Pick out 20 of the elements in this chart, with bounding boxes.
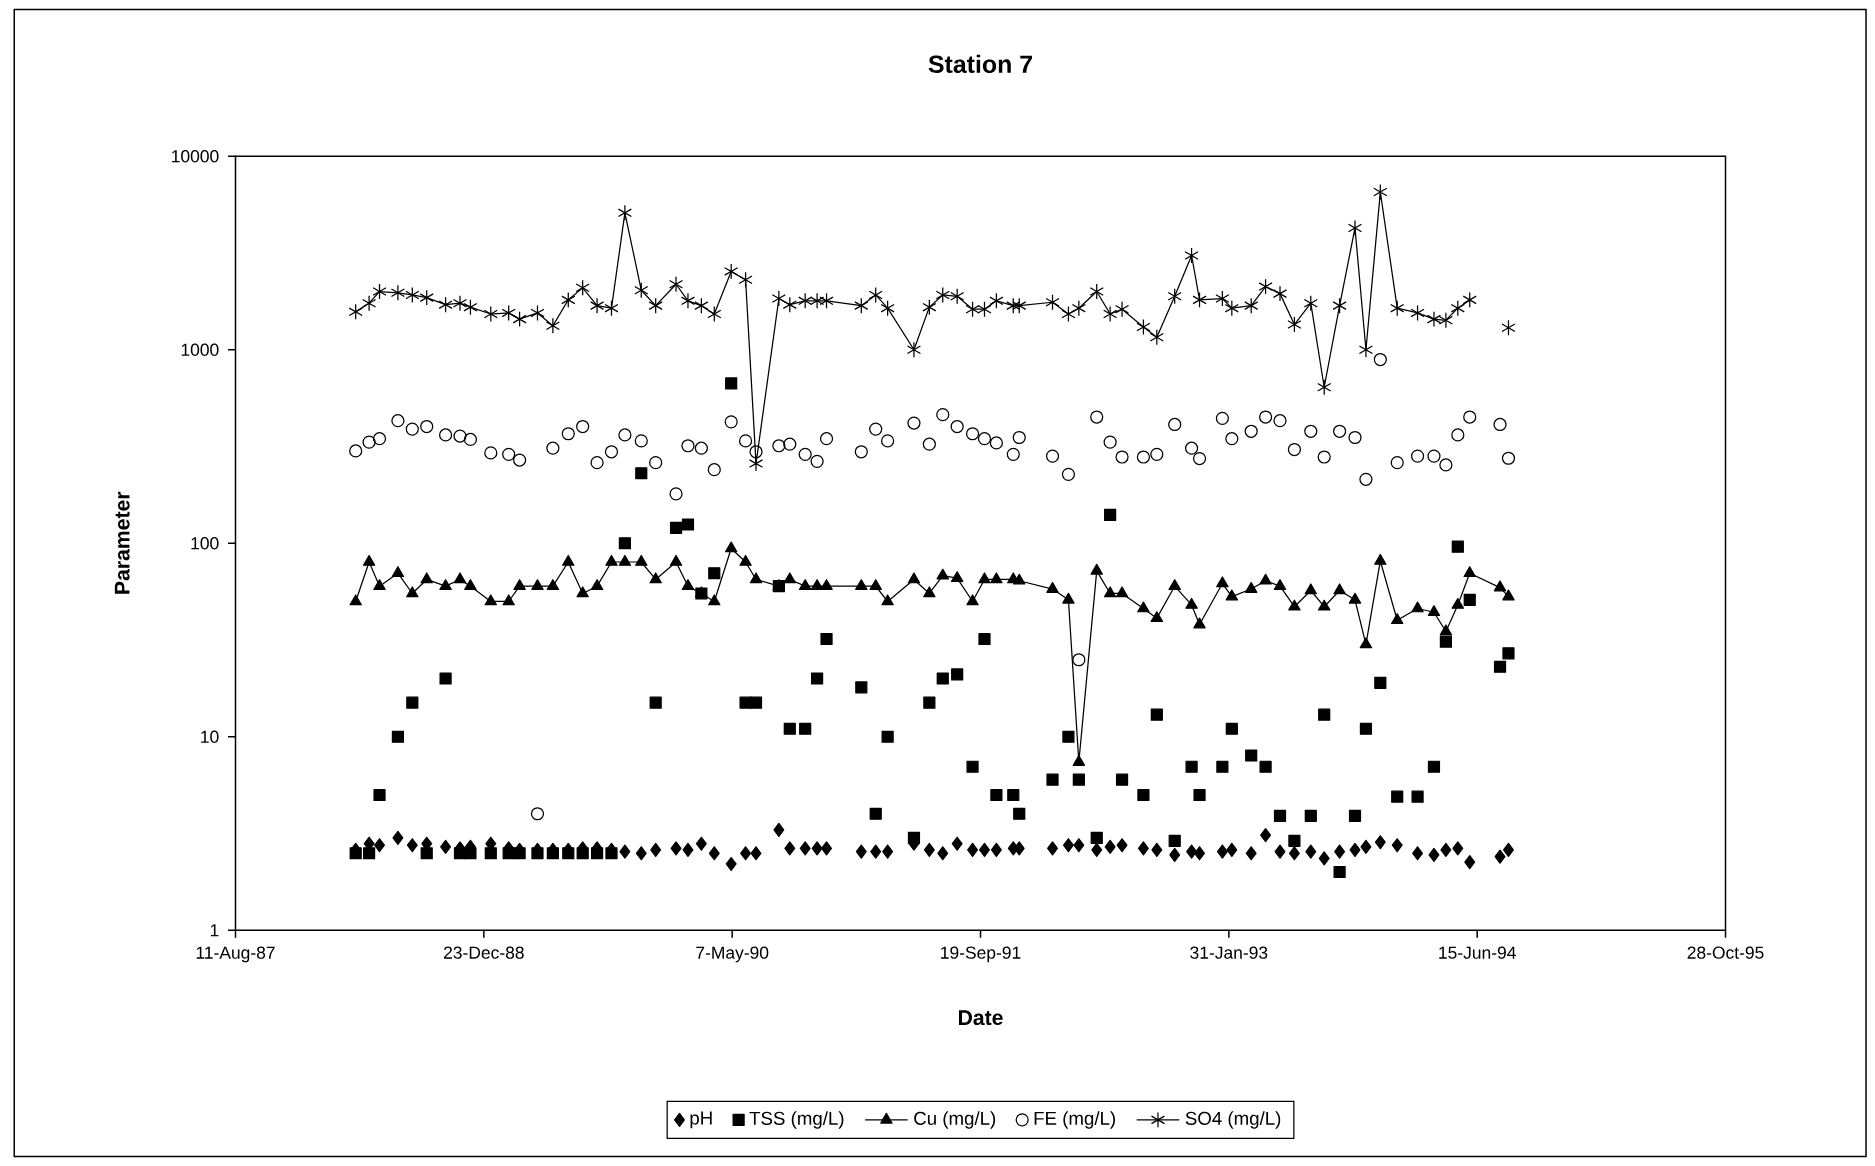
legend-label: Cu (mg/L) bbox=[914, 1111, 996, 1129]
legend-label: TSS (mg/L) bbox=[749, 1111, 844, 1129]
chart-title: Station 7 bbox=[928, 54, 1032, 74]
legend-label: SO4 (mg/L) bbox=[1185, 1111, 1281, 1129]
y-axis-title: Parameter bbox=[114, 491, 130, 594]
x-tick-label: 19-Sep-91 bbox=[941, 946, 1021, 963]
legend-label: pH bbox=[690, 1111, 712, 1129]
y-tick-label: 1 bbox=[210, 924, 219, 937]
y-tick-label: 1000 bbox=[181, 343, 219, 356]
x-tick-label: 28-Oct-95 bbox=[1687, 946, 1764, 959]
x-tick-label: 31-Jan-93 bbox=[1190, 946, 1268, 959]
y-tick-label: 100 bbox=[191, 537, 219, 550]
x-tick-label: 7-May-90 bbox=[696, 946, 769, 963]
legend-label: FE (mg/L) bbox=[1034, 1111, 1116, 1129]
x-axis-title: Date bbox=[958, 1010, 1003, 1026]
x-tick-label: 15-Jun-94 bbox=[1439, 946, 1516, 959]
y-tick-label: 10 bbox=[201, 730, 219, 743]
y-tick-label: 10000 bbox=[172, 150, 219, 163]
x-tick-label: 11-Aug-87 bbox=[196, 946, 275, 963]
x-tick-label: 23-Dec-88 bbox=[443, 946, 524, 959]
